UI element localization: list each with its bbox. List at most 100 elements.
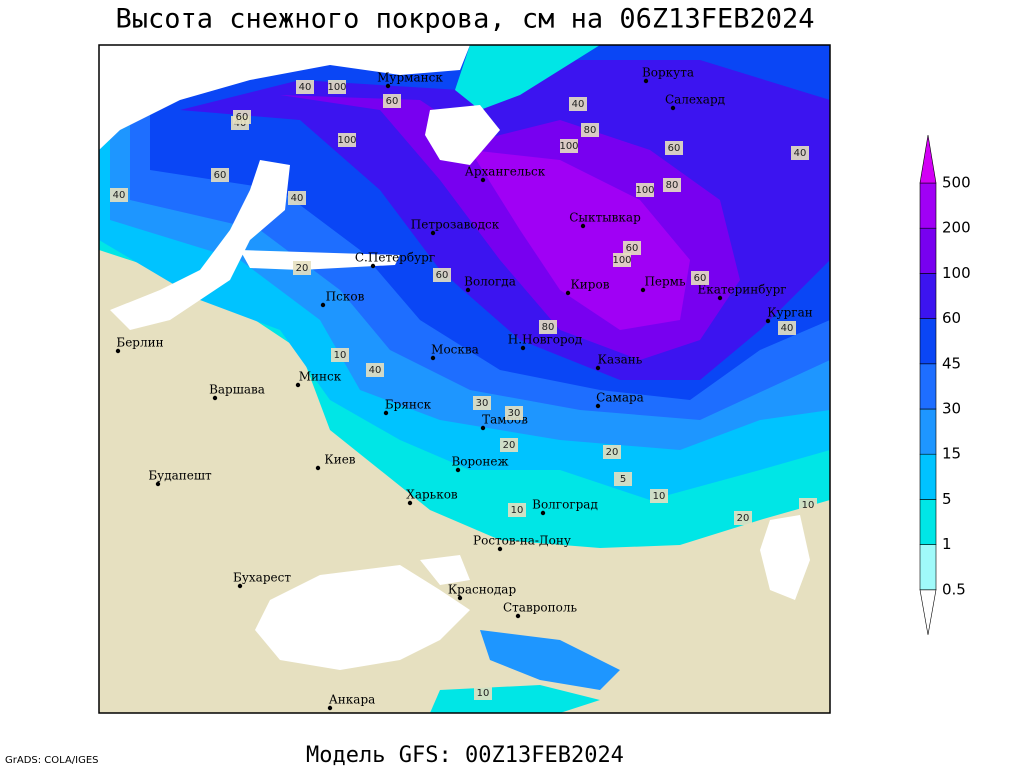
contour-label: 60 (214, 170, 227, 181)
contour-label: 80 (542, 322, 555, 333)
city-dot (643, 78, 649, 84)
white-sea (425, 105, 500, 165)
city-dot (580, 223, 586, 229)
contour-label-box (288, 191, 306, 205)
contour-label: 60 (386, 96, 399, 107)
contour-label-box (734, 511, 752, 525)
contour-label: 100 (635, 185, 654, 196)
legend-swatch (919, 134, 937, 184)
city-dot (480, 425, 486, 431)
contour-label: 10 (334, 350, 347, 361)
contour-label-box (331, 348, 349, 362)
city-dot (717, 295, 723, 301)
contour-label: 40 (369, 365, 382, 376)
city-dot (212, 395, 218, 401)
legend-swatch (919, 453, 937, 500)
legend-swatch (919, 408, 937, 455)
legend-level: 1 (942, 535, 952, 553)
baltic (110, 160, 290, 330)
city-label: Ростов-на-Дону (473, 534, 571, 548)
snow-200 (470, 150, 690, 330)
city-label: С.Петербург (355, 251, 435, 265)
city-label: Сыктывкар (569, 211, 641, 225)
credit: GrADS: COLA/IGES (5, 755, 99, 766)
contour-label-box (505, 406, 523, 420)
contour-label-box (623, 241, 641, 255)
city-dot (520, 345, 526, 351)
contour-label-box (614, 472, 632, 486)
city-dot (455, 467, 461, 473)
city-label: Н.Новгород (508, 333, 583, 347)
city-dot (670, 105, 676, 111)
city-label: Харьков (406, 488, 458, 502)
city-label: Волгоград (532, 498, 598, 512)
legend-swatch (919, 318, 937, 365)
city-label: Курган (767, 306, 812, 320)
contour-label-box (383, 94, 401, 108)
contour-label: 20 (296, 263, 309, 274)
city-label: Берлин (116, 336, 163, 350)
city-label: Варшава (209, 383, 265, 397)
contour-label-box (433, 268, 451, 282)
contour-label: 60 (436, 270, 449, 281)
city-dot (155, 481, 161, 487)
contour-label-box (791, 146, 809, 160)
city-dot (465, 287, 471, 293)
contour-label: 60 (626, 243, 639, 254)
city-dot (457, 595, 463, 601)
legend-level: 0.5 (942, 580, 966, 598)
legend-swatch (919, 499, 937, 545)
contour-label-box (110, 188, 128, 202)
city-dot (565, 290, 571, 296)
city-label: Казань (598, 353, 643, 367)
city-dot (295, 382, 301, 388)
contour-label-box (233, 110, 251, 124)
azov-sea (420, 555, 470, 585)
contour-label: 5 (620, 474, 626, 485)
contour-label: 20 (737, 513, 750, 524)
contour-label-box (366, 363, 384, 377)
contour-label: 100 (612, 255, 631, 266)
city-label: Минск (299, 370, 342, 384)
city-label: Брянск (385, 398, 432, 412)
city-dot (320, 302, 326, 308)
contour-label: 100 (327, 82, 346, 93)
contour-label-box (799, 498, 817, 512)
contour-label-box (560, 139, 578, 153)
contour-label-box (778, 321, 796, 335)
city-label: Псков (326, 290, 365, 304)
contour-label-box (296, 80, 314, 94)
contour-label: 30 (508, 408, 521, 419)
contour-label-box (665, 141, 683, 155)
city-dot (327, 705, 333, 711)
contour-label: 10 (511, 505, 524, 516)
city-label: Будапешт (148, 469, 212, 483)
contour-label: 40 (291, 193, 304, 204)
city-label: Бухарест (233, 571, 291, 585)
turkey-snow (430, 685, 600, 713)
barents-ice (455, 45, 600, 110)
legend-level: 5 (942, 490, 952, 508)
city-dot (407, 500, 413, 506)
contour-label: 40 (113, 190, 126, 201)
city-label: Киров (571, 278, 610, 292)
black-sea (255, 565, 470, 670)
city-label: Пермь (644, 275, 686, 289)
city-label: Самара (596, 391, 644, 405)
city-dot (430, 230, 436, 236)
city-dot (540, 510, 546, 516)
contour-label: 60 (236, 112, 249, 123)
city-label: Ставрополь (503, 601, 577, 615)
gulf-finland (240, 250, 400, 270)
sea-north (99, 45, 470, 150)
city-label: Екатеринбург (697, 283, 786, 297)
city-label: Воронеж (451, 455, 508, 469)
contour-label-box (500, 438, 518, 452)
contour-label-box (211, 168, 229, 182)
city-dot (595, 365, 601, 371)
contour-label: 30 (476, 398, 489, 409)
contour-label-box (328, 80, 346, 94)
legend-swatch (919, 544, 937, 591)
